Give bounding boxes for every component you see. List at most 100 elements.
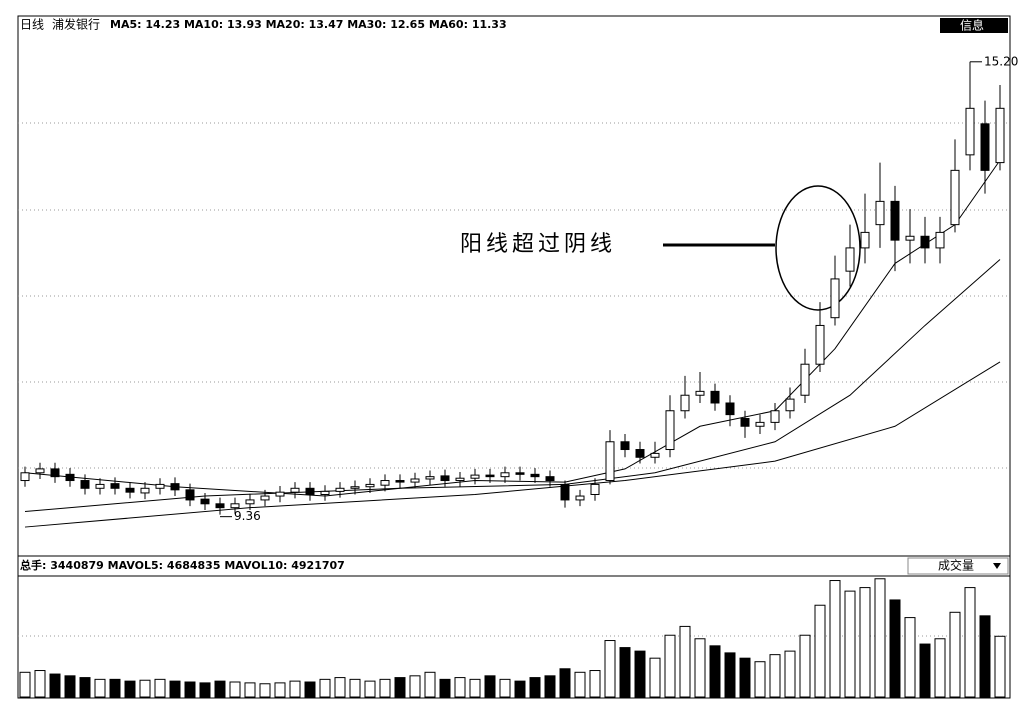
annotation-circle xyxy=(775,185,861,311)
volume-bar xyxy=(874,578,886,698)
volume-bar xyxy=(634,650,646,698)
volume-bar xyxy=(334,677,346,698)
volume-bar xyxy=(229,681,241,698)
period: 日线 xyxy=(20,18,44,32)
volume-bar xyxy=(49,673,61,698)
candle-body xyxy=(305,487,315,495)
candle-body xyxy=(785,398,795,412)
volume-bar xyxy=(544,675,556,698)
candle-body xyxy=(905,235,915,241)
volume-bar xyxy=(139,679,151,698)
volume-bar xyxy=(934,638,946,698)
volume-bar xyxy=(184,681,196,698)
candle-body xyxy=(500,472,510,478)
candle-body xyxy=(380,480,390,486)
volume-bar xyxy=(439,678,451,698)
candle-body xyxy=(50,468,60,478)
volume-bar xyxy=(589,670,601,698)
candle-body xyxy=(665,410,675,451)
info-button[interactable] xyxy=(940,18,1008,33)
volume-bar xyxy=(409,675,421,698)
volume-bar xyxy=(979,615,991,698)
candle-body xyxy=(650,452,660,458)
candle-body xyxy=(920,235,930,249)
candle-body xyxy=(860,231,870,249)
grid xyxy=(18,122,1010,637)
candle-body xyxy=(275,491,285,497)
volume-bar xyxy=(949,611,961,698)
stock-name: 浦发银行 xyxy=(52,17,100,32)
candle-body xyxy=(95,483,105,489)
volume-bar xyxy=(199,682,211,698)
candle-body xyxy=(170,483,180,491)
dropdown[interactable] xyxy=(907,557,1009,575)
volume-bar xyxy=(34,670,46,698)
candle-body xyxy=(545,476,555,482)
candle-body xyxy=(950,169,960,226)
info-button-label[interactable]: 信息 xyxy=(960,18,984,33)
volume-bar xyxy=(94,678,106,698)
candle-body xyxy=(35,468,45,474)
volume-bar xyxy=(604,640,616,698)
volume-bar xyxy=(484,675,496,698)
candle-body xyxy=(830,278,840,319)
volume-bar xyxy=(724,652,736,698)
volume-bar xyxy=(424,671,436,698)
candle-body xyxy=(215,503,225,509)
ma-line xyxy=(24,361,1001,528)
volume-bar xyxy=(64,675,76,698)
volume-bar xyxy=(304,681,316,698)
volume-bar xyxy=(559,668,571,698)
high-label: 15.20 xyxy=(984,54,1018,68)
candle-body xyxy=(935,231,945,249)
volume-bar xyxy=(454,677,466,698)
volume-bar xyxy=(664,634,676,698)
volume-bar xyxy=(214,680,226,698)
dropdown-arrow[interactable] xyxy=(993,563,1001,569)
candle-body xyxy=(410,478,420,483)
volume-bar xyxy=(514,680,526,698)
candle-body xyxy=(635,449,645,458)
volume-bar xyxy=(529,677,541,698)
candle-body xyxy=(530,473,540,478)
volume-bar xyxy=(739,657,751,698)
candle-body xyxy=(485,474,495,478)
candle-body xyxy=(710,390,720,404)
ma-line xyxy=(24,259,1001,513)
annotation: 阳线超过阴线 xyxy=(460,232,616,257)
volume-bar xyxy=(319,678,331,698)
volume-bar xyxy=(694,638,706,698)
candle-body xyxy=(770,410,780,423)
volume-bar xyxy=(19,671,31,698)
candle-body xyxy=(755,421,765,427)
candle-body xyxy=(845,247,855,272)
candle-body xyxy=(80,480,90,489)
candle-body xyxy=(575,495,585,501)
ma-line xyxy=(24,159,1001,497)
volume-bar xyxy=(679,625,691,698)
volume-bar xyxy=(919,643,931,698)
volume-bar xyxy=(379,678,391,698)
candle-body xyxy=(425,476,435,480)
volume-bar xyxy=(364,680,376,698)
volume-bar xyxy=(574,671,586,698)
volume-bar xyxy=(169,680,181,698)
candle-body xyxy=(980,123,990,171)
candle-body xyxy=(350,486,360,489)
volume-bar xyxy=(994,635,1006,698)
dropdown-label[interactable]: 成交量 xyxy=(938,558,974,573)
candle-body xyxy=(620,441,630,451)
volume-bar xyxy=(289,680,301,698)
candle-body xyxy=(290,487,300,493)
candle-body xyxy=(230,503,240,509)
volume-bar xyxy=(259,683,271,698)
low-label: 9.36 xyxy=(234,509,261,523)
volume-bar xyxy=(619,647,631,698)
volume-bar xyxy=(649,657,661,698)
candle-body xyxy=(245,499,255,505)
candle-body xyxy=(65,473,75,482)
candle-body xyxy=(185,489,195,501)
volume-bar xyxy=(109,678,121,698)
candle-body xyxy=(800,363,810,396)
